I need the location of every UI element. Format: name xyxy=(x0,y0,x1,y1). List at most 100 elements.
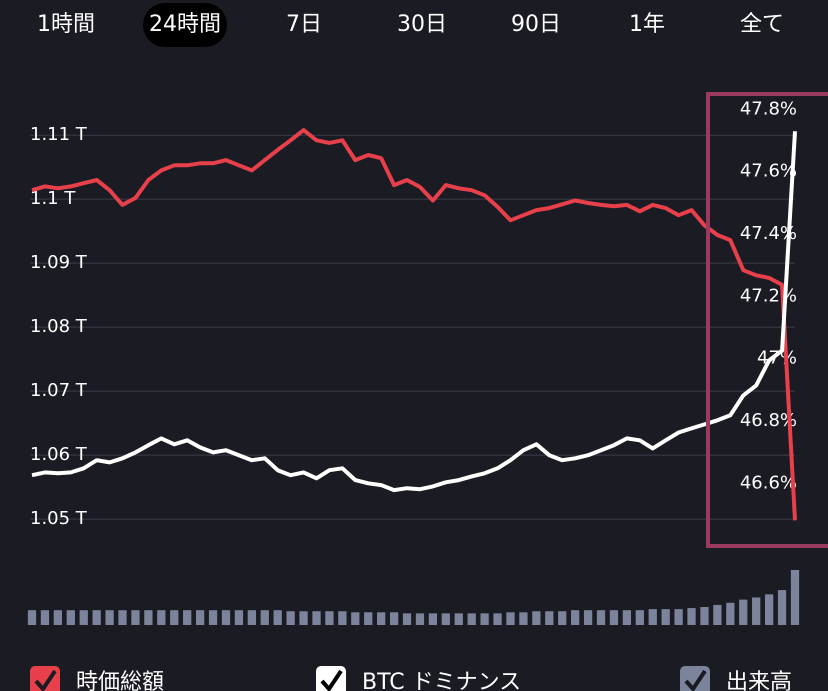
volume-bar xyxy=(674,609,683,625)
legend-item[interactable]: 出来高 xyxy=(680,666,792,691)
volume-bar xyxy=(247,610,256,625)
volume-bar xyxy=(467,613,476,625)
volume-bar xyxy=(312,611,321,625)
series-line xyxy=(31,128,797,521)
tab[interactable]: 7日 xyxy=(286,12,322,37)
volume-bar xyxy=(583,610,593,625)
tab[interactable]: 1時間 xyxy=(37,12,95,37)
legend-label: 出来高 xyxy=(726,670,792,691)
legend-check xyxy=(684,669,707,691)
y-tick-label: 1.05 T xyxy=(30,508,88,529)
volume-bar xyxy=(726,602,735,625)
y2-tick-label: 47.4% xyxy=(740,223,797,244)
volume-bar xyxy=(480,613,489,625)
volume-bar xyxy=(157,610,166,625)
tab-bar: 1時間 24時間 7日 30日 90日 1年 全て xyxy=(37,3,784,47)
tab[interactable]: 90日 xyxy=(511,12,561,37)
volume-bar xyxy=(273,610,282,625)
volume-bar xyxy=(415,613,425,625)
volume-bar xyxy=(558,611,567,625)
y-tick-label: 1.09 T xyxy=(30,252,88,273)
volume-bar xyxy=(661,609,670,625)
y2-tick-label: 47% xyxy=(757,348,797,369)
tab[interactable]: 24時間 xyxy=(149,12,221,37)
volume-bar xyxy=(79,610,88,625)
volume-bar xyxy=(402,613,412,625)
volume-bar xyxy=(183,610,192,625)
volume-bar xyxy=(713,604,722,625)
y-tick-label: 1.1 T xyxy=(30,188,76,209)
volume-bar xyxy=(609,610,619,625)
volume-bar xyxy=(208,610,218,625)
y-tick-label: 1.06 T xyxy=(30,444,88,465)
volume-bar xyxy=(40,610,50,625)
volume-bar xyxy=(596,610,606,625)
volume-bar xyxy=(687,608,696,625)
legend-label: 時価総額 xyxy=(76,670,164,691)
volume-bar xyxy=(144,610,153,625)
volume-bar xyxy=(377,612,386,625)
tab[interactable]: 1年 xyxy=(629,12,665,37)
volume-bar xyxy=(506,612,515,625)
volume-bar xyxy=(532,611,541,625)
volume-bar xyxy=(777,590,787,625)
volume-bar xyxy=(622,610,632,625)
volume-bar xyxy=(545,611,554,625)
volume-bar xyxy=(53,610,63,625)
volume-bar xyxy=(648,609,657,625)
volume-bar xyxy=(338,611,347,625)
tab[interactable]: 30日 xyxy=(397,12,447,37)
legend-item[interactable]: 時価総額 xyxy=(30,666,164,691)
y-tick-label: 1.11 T xyxy=(30,124,88,145)
volume-bar xyxy=(493,613,502,625)
volume-bar xyxy=(299,611,308,625)
volume-bar xyxy=(571,610,580,625)
y2-tick-label: 47.8% xyxy=(740,98,797,119)
volume-bar xyxy=(519,612,528,625)
legend-label: BTC ドミナンス xyxy=(362,670,521,691)
volume-bar xyxy=(105,610,114,625)
y2-tick-label: 47.2% xyxy=(740,285,797,306)
volume-bar xyxy=(195,610,205,625)
volume-bar xyxy=(260,610,269,625)
volume-bar xyxy=(286,611,295,625)
volume-bar xyxy=(790,570,800,625)
volume-bar xyxy=(234,610,244,625)
legend-check xyxy=(320,669,343,691)
volume-bar xyxy=(118,610,127,625)
volume-bar xyxy=(66,610,75,625)
volume-bar xyxy=(27,610,37,625)
volume-bar xyxy=(428,613,438,625)
volume-bar xyxy=(221,610,231,625)
volume-bar xyxy=(92,610,101,625)
volume-bar xyxy=(364,612,373,625)
volume-bar xyxy=(739,599,748,625)
volume-bar xyxy=(752,597,761,625)
grid: 1.05 T 1.06 T 1.07 T 1.08 T 1.09 T 1.1 T 1.11 … xyxy=(30,98,797,529)
tab[interactable]: 全て xyxy=(740,12,784,37)
legend-check xyxy=(34,669,57,691)
volume-bar xyxy=(389,612,399,625)
volume-bar xyxy=(635,610,644,625)
y-tick-label: 1.08 T xyxy=(30,316,88,337)
y2-tick-label: 47.6% xyxy=(740,161,797,182)
volume-bar xyxy=(700,607,709,625)
tab-selected-bg xyxy=(143,3,227,47)
series-line xyxy=(31,131,797,493)
volume-bar xyxy=(454,613,463,625)
legend-item[interactable]: BTC ドミナンス xyxy=(316,666,521,691)
volume-bar xyxy=(131,610,140,625)
volume-bar xyxy=(764,594,774,625)
volume-bar xyxy=(170,610,179,625)
volume-bar xyxy=(325,611,334,625)
legend: 時価総額 BTC ドミナンス 出来高 xyxy=(30,666,792,691)
y2-tick-label: 46.6% xyxy=(740,472,797,493)
highlight-box xyxy=(706,92,828,548)
volume-bar xyxy=(441,613,450,625)
volume-bar xyxy=(351,612,360,625)
y2-tick-label: 46.8% xyxy=(740,410,797,431)
y-tick-label: 1.07 T xyxy=(30,380,88,401)
plot xyxy=(27,128,800,625)
